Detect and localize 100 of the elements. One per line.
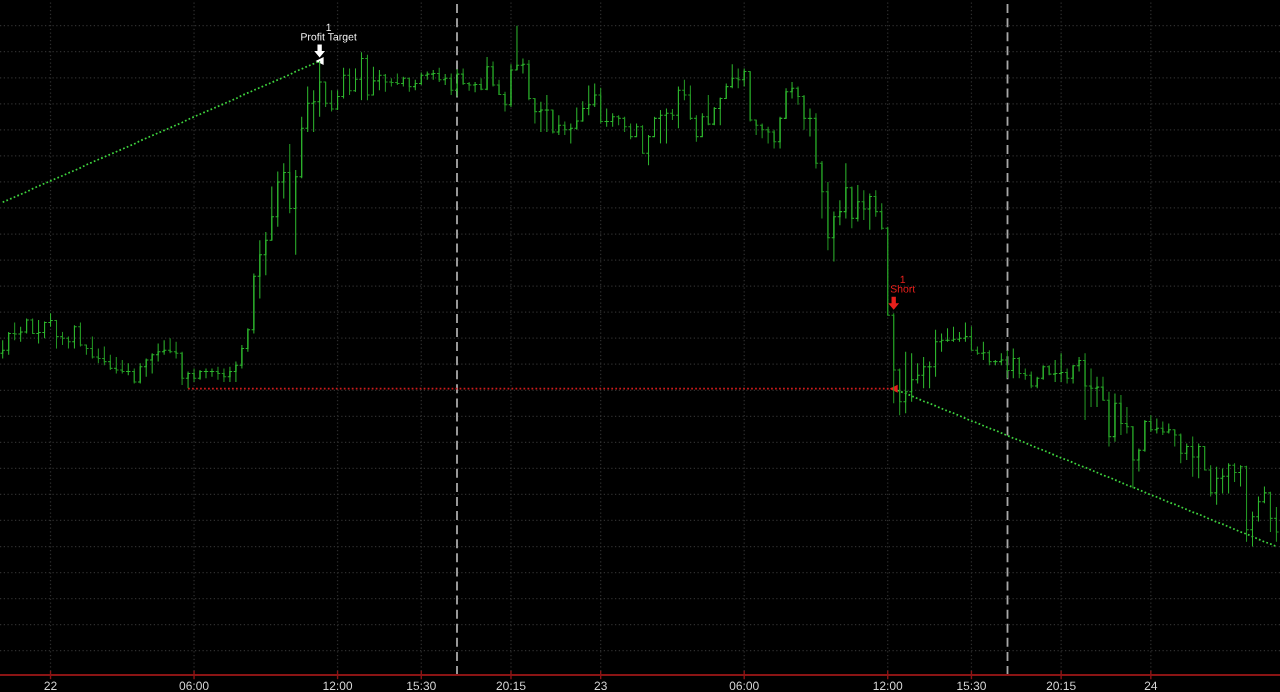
candlestick <box>783 87 789 119</box>
candlestick <box>1124 406 1130 435</box>
candlestick <box>705 94 712 126</box>
candlestick <box>1064 367 1070 385</box>
candlestick <box>843 162 849 219</box>
candlestick <box>1243 465 1250 543</box>
x-tick-label: 15:30 <box>957 681 986 691</box>
candlestick <box>574 106 580 131</box>
candlestick <box>179 351 185 386</box>
candlestick <box>251 273 257 335</box>
candlestick <box>1106 391 1112 448</box>
candlestick <box>364 54 371 101</box>
candlestick <box>71 324 78 350</box>
candlestick <box>508 63 514 108</box>
candlestick <box>1136 448 1142 473</box>
candlestick <box>454 68 460 98</box>
candlestick <box>729 63 735 89</box>
candlestick <box>639 124 646 154</box>
candlestick <box>813 112 819 169</box>
candlestick <box>1142 419 1148 453</box>
candlestick <box>1076 356 1082 373</box>
candlestick <box>1070 364 1076 385</box>
candlestick <box>167 337 173 354</box>
x-tick-label: 20:15 <box>496 681 526 691</box>
candlestick <box>771 129 777 150</box>
candlestick <box>346 67 353 96</box>
candlestick <box>699 112 706 138</box>
candlestick <box>490 61 496 88</box>
x-tick-label: 15:30 <box>407 681 436 691</box>
candlestick <box>1052 359 1058 383</box>
candlestick <box>1189 436 1196 478</box>
candlestick <box>980 341 987 361</box>
candlestick <box>227 366 233 383</box>
candlestick <box>221 367 227 383</box>
candlestick <box>257 239 263 300</box>
candlestick <box>1094 376 1100 408</box>
candlestick <box>1088 367 1094 408</box>
candlestick <box>514 25 520 71</box>
candlestick <box>281 162 287 200</box>
candlestick <box>502 91 508 113</box>
candlestick <box>520 57 526 75</box>
candlestick <box>137 362 143 385</box>
candlestick <box>855 184 861 223</box>
candlestick <box>185 370 191 389</box>
candlestick <box>849 186 855 229</box>
candlestick <box>789 81 795 100</box>
candlestick <box>239 344 245 369</box>
candlestick <box>765 126 771 144</box>
candlestick <box>759 123 765 139</box>
candlestick <box>825 181 831 251</box>
candlestick <box>861 189 867 221</box>
candlestick <box>591 82 598 108</box>
candlestick <box>580 100 586 123</box>
x-tick-label: 06:00 <box>179 681 209 691</box>
candlestick <box>556 114 562 136</box>
candlestick <box>747 70 753 123</box>
candlestick <box>873 189 879 218</box>
candlestick <box>466 81 472 92</box>
text: 1 Short <box>890 275 916 293</box>
candlestick <box>879 202 885 231</box>
x-tick-label: 12:00 <box>873 681 903 691</box>
candlestick <box>538 101 544 133</box>
candlestick <box>448 73 454 96</box>
x-tick-label: 12:00 <box>323 681 353 691</box>
x-tick-label: 06:00 <box>729 681 759 691</box>
candlestick <box>1112 392 1118 443</box>
candlestick <box>1058 352 1064 383</box>
candlestick <box>191 367 197 383</box>
candlestick <box>801 94 807 131</box>
candlestick <box>819 160 825 219</box>
candlestick <box>173 341 179 360</box>
candlestick <box>795 86 801 106</box>
candlestick <box>1004 349 1011 379</box>
candlestick <box>532 98 538 125</box>
candlestick <box>1231 462 1238 483</box>
candlestick <box>1178 432 1184 464</box>
candlestick <box>1195 442 1202 479</box>
candlestick <box>161 339 167 356</box>
candlestick <box>1082 352 1088 421</box>
x-tick-label: 23 <box>594 681 607 691</box>
x-tick-label: 22 <box>44 681 57 690</box>
candlestick <box>1010 348 1017 379</box>
candlestick <box>286 143 293 214</box>
candlestick <box>550 109 556 135</box>
candlestick <box>1237 464 1244 488</box>
candlestick <box>1016 356 1023 379</box>
candlestick <box>867 192 873 231</box>
candlestick <box>233 361 239 383</box>
candlestick <box>741 67 747 88</box>
candlestick <box>831 211 837 263</box>
candlestick <box>149 352 155 375</box>
candlestick <box>478 77 484 91</box>
candlestick <box>275 170 281 228</box>
candlestick <box>245 327 251 353</box>
x-tick-label: 20:15 <box>1046 681 1076 691</box>
text: 1 Profit Target <box>301 23 357 43</box>
candlestick <box>1130 425 1136 489</box>
candlestick <box>143 357 149 378</box>
candlestick <box>263 231 269 276</box>
candlestick <box>484 56 490 91</box>
